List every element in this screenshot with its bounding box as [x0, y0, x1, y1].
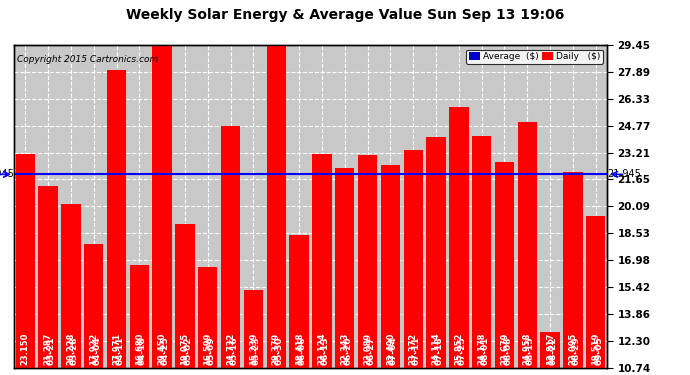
Bar	[495, 162, 514, 368]
Bar	[472, 136, 491, 368]
Text: 07-25: 07-25	[406, 336, 466, 365]
Text: 06-27: 06-27	[314, 336, 375, 365]
Text: 19.075: 19.075	[181, 333, 190, 365]
Text: 21.287: 21.287	[43, 333, 52, 365]
Text: 04-18: 04-18	[86, 336, 147, 365]
Text: 05-16: 05-16	[177, 336, 238, 365]
Text: 06-13: 06-13	[268, 336, 330, 365]
Text: 17.922: 17.922	[89, 333, 98, 365]
Bar	[175, 224, 195, 368]
Bar	[84, 244, 103, 368]
Text: 22.490: 22.490	[386, 333, 395, 365]
Bar	[152, 45, 172, 368]
Text: 06-20: 06-20	[291, 336, 353, 365]
Bar	[198, 267, 217, 368]
Text: 25.852: 25.852	[454, 332, 464, 365]
Text: 24.732: 24.732	[226, 333, 235, 365]
Text: 05-30: 05-30	[223, 336, 284, 365]
Bar	[39, 186, 58, 368]
Text: 29.379: 29.379	[272, 333, 281, 365]
Text: 12.817: 12.817	[546, 333, 555, 365]
Text: 24.178: 24.178	[477, 333, 486, 365]
Text: 24.958: 24.958	[523, 333, 532, 365]
Text: 04-04: 04-04	[40, 336, 101, 365]
Text: 08-29: 08-29	[520, 336, 581, 365]
Text: 08-22: 08-22	[497, 336, 558, 365]
Bar	[130, 265, 149, 368]
Bar	[312, 154, 332, 368]
Text: 05-09: 05-09	[155, 336, 215, 365]
Bar	[518, 122, 537, 368]
Text: 07-04: 07-04	[337, 336, 398, 365]
Text: 22.679: 22.679	[500, 333, 509, 365]
Text: 19.519: 19.519	[591, 333, 600, 365]
Text: 04-25: 04-25	[109, 336, 170, 365]
Text: 23.124: 23.124	[317, 332, 326, 365]
Bar	[404, 150, 423, 368]
Bar	[381, 165, 400, 368]
Text: 22.095: 22.095	[569, 333, 578, 365]
Bar	[358, 154, 377, 368]
Text: 22.343: 22.343	[340, 333, 349, 365]
Bar	[244, 290, 263, 368]
Bar	[586, 216, 606, 368]
Text: Weekly Solar Energy & Average Value Sun Sep 13 19:06: Weekly Solar Energy & Average Value Sun …	[126, 8, 564, 21]
Text: 21.945: 21.945	[0, 170, 14, 179]
Text: 21.945: 21.945	[607, 170, 641, 179]
Text: 08-08: 08-08	[451, 336, 512, 365]
Bar	[266, 46, 286, 368]
Bar	[289, 235, 309, 368]
Text: 03-28: 03-28	[17, 336, 79, 365]
Bar	[61, 204, 81, 368]
Text: 09-05: 09-05	[542, 336, 604, 365]
Bar	[563, 172, 582, 368]
Text: 16.680: 16.680	[135, 333, 144, 365]
Bar	[221, 126, 240, 368]
Text: 20.228: 20.228	[66, 333, 75, 365]
Text: 18.418: 18.418	[295, 333, 304, 365]
Text: 16.599: 16.599	[204, 333, 213, 365]
Text: Copyright 2015 Cartronics.com: Copyright 2015 Cartronics.com	[17, 55, 158, 64]
Text: 24.114: 24.114	[431, 332, 440, 365]
Text: 23.150: 23.150	[21, 333, 30, 365]
Text: 23.372: 23.372	[408, 333, 417, 365]
Bar	[335, 168, 355, 368]
Text: 04-11: 04-11	[63, 336, 124, 365]
Bar	[426, 137, 446, 368]
Bar	[15, 154, 35, 368]
Bar	[107, 70, 126, 368]
Text: 08-15: 08-15	[474, 336, 535, 365]
Text: 27.971: 27.971	[112, 333, 121, 365]
Text: 23.089: 23.089	[363, 333, 372, 365]
Bar	[540, 332, 560, 368]
Text: 08-01: 08-01	[428, 336, 489, 365]
Text: 03-21: 03-21	[0, 336, 56, 365]
Text: 07-11: 07-11	[360, 336, 421, 365]
Legend: Average  ($), Daily   ($): Average ($), Daily ($)	[466, 50, 602, 64]
Bar	[449, 107, 469, 368]
Text: 29.450: 29.450	[157, 333, 167, 365]
Text: 05-02: 05-02	[132, 336, 193, 365]
Text: 06-06: 06-06	[246, 336, 307, 365]
Text: 05-23: 05-23	[200, 336, 261, 365]
Text: 09-12: 09-12	[565, 336, 627, 365]
Text: 07-18: 07-18	[383, 336, 444, 365]
Text: 15.239: 15.239	[249, 333, 258, 365]
